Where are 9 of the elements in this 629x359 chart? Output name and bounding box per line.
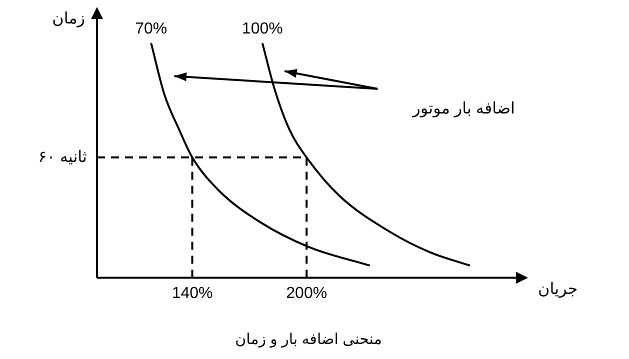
x-tick-label: 140% [172,284,213,302]
x-axis-title: جریان [538,281,578,298]
ref-line-label: ۶۰ ثانیه [38,148,87,166]
y-axis-title: زمان [52,10,85,28]
series-label: 100% [242,20,283,38]
series-label: 70% [135,20,168,38]
annotation: اضافه بار موتور [412,100,515,118]
x-tick-label: 200% [286,284,328,302]
text: منحنی اضافه بار و زمان [235,331,382,348]
